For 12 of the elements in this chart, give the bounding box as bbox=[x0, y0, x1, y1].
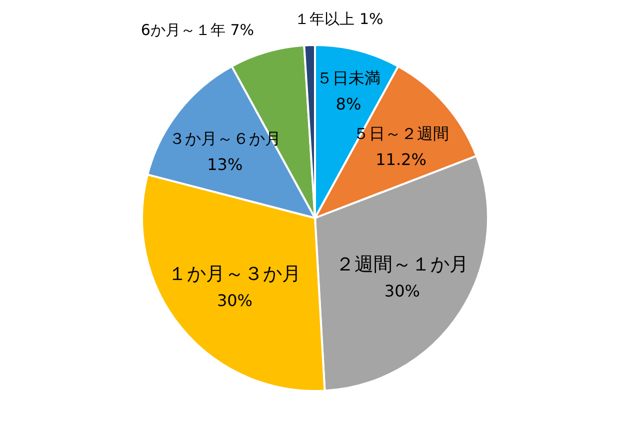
slice-label: １年以上 1% bbox=[294, 10, 384, 28]
slice-label: １か月～３か月 bbox=[168, 262, 302, 285]
slice-label: ３か月～６か月 bbox=[168, 128, 281, 148]
data-label: 30% bbox=[216, 290, 253, 310]
slice-label: ２週間～１か月 bbox=[336, 253, 469, 276]
data-label: 8% bbox=[336, 94, 362, 114]
slice-label: 6か月～１年 7% bbox=[140, 21, 254, 40]
slice-label: ５日～２週間 bbox=[352, 124, 449, 143]
slice-label: ５日未満 bbox=[316, 68, 380, 88]
data-label: 30% bbox=[384, 281, 420, 300]
data-label: 13% bbox=[207, 154, 243, 174]
data-label: 11.2% bbox=[376, 150, 426, 169]
